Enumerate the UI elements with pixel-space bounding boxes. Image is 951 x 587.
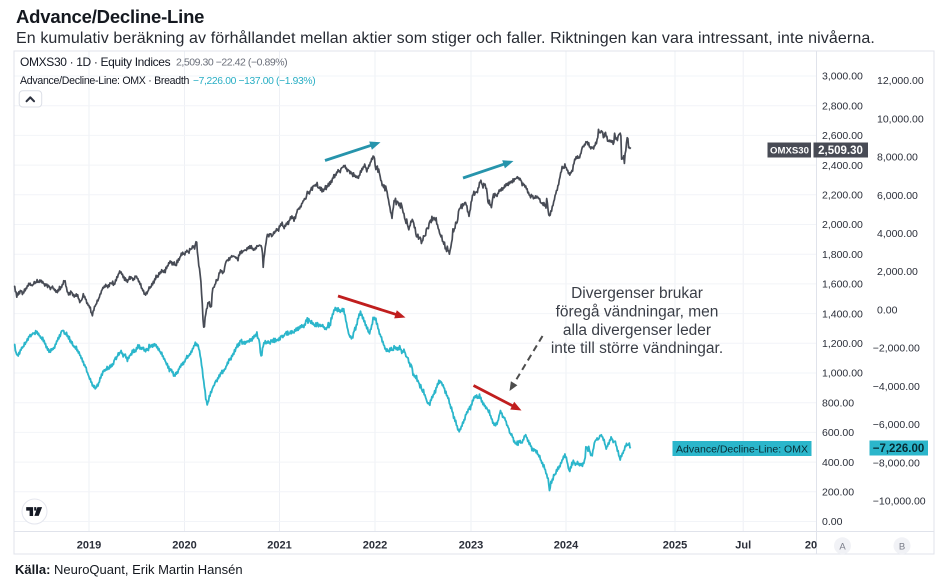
- svg-text:2,600.00: 2,600.00: [822, 130, 863, 142]
- svg-text:1,000.00: 1,000.00: [822, 368, 863, 380]
- svg-text:alla divergenser leder: alla divergenser leder: [563, 322, 711, 339]
- svg-text:200.00: 200.00: [822, 487, 854, 499]
- svg-text:Jul: Jul: [735, 540, 751, 552]
- svg-text:2024: 2024: [554, 540, 579, 552]
- svg-text:inte till större vändningar.: inte till större vändningar.: [551, 340, 723, 357]
- svg-text:2022: 2022: [363, 540, 387, 552]
- svg-text:2,509.30 −22.42 (−0.89%): 2,509.30 −22.42 (−0.89%): [176, 57, 287, 69]
- svg-text:−7,226.00: −7,226.00: [873, 443, 924, 455]
- svg-text:1,400.00: 1,400.00: [822, 308, 863, 320]
- svg-text:2,000.00: 2,000.00: [822, 219, 863, 231]
- svg-text:2,000.00: 2,000.00: [877, 266, 918, 278]
- svg-text:2021: 2021: [267, 540, 291, 552]
- svg-text:1,800.00: 1,800.00: [822, 249, 863, 261]
- svg-text:6,000.00: 6,000.00: [877, 190, 918, 202]
- svg-text:8,000.00: 8,000.00: [877, 152, 918, 164]
- svg-text:Divergenser brukar: Divergenser brukar: [571, 285, 703, 302]
- svg-text:2023: 2023: [459, 540, 483, 552]
- svg-text:1,600.00: 1,600.00: [822, 279, 863, 291]
- svg-text:10,000.00: 10,000.00: [877, 113, 924, 125]
- svg-text:A: A: [839, 541, 846, 552]
- svg-text:2019: 2019: [77, 540, 101, 552]
- svg-text:2,400.00: 2,400.00: [822, 160, 863, 172]
- svg-text:−2,000.00: −2,000.00: [873, 343, 920, 355]
- svg-text:2,800.00: 2,800.00: [822, 100, 863, 112]
- svg-text:föregå vändningar, men: föregå vändningar, men: [556, 304, 719, 321]
- svg-text:0.00: 0.00: [877, 305, 898, 317]
- svg-text:1,200.00: 1,200.00: [822, 338, 863, 350]
- svg-text:2,509.30: 2,509.30: [818, 145, 863, 157]
- svg-text:4,000.00: 4,000.00: [877, 228, 918, 240]
- svg-text:3,000.00: 3,000.00: [822, 71, 863, 83]
- svg-text:OMXS30: OMXS30: [770, 145, 809, 156]
- svg-text:2025: 2025: [663, 540, 687, 552]
- svg-text:Advance/Decline-Line: OMX · Br: Advance/Decline-Line: OMX · Breadth: [20, 75, 190, 87]
- svg-text:2,200.00: 2,200.00: [822, 190, 863, 202]
- svg-text:20: 20: [805, 540, 817, 552]
- svg-text:−10,000.00: −10,000.00: [873, 496, 926, 508]
- svg-text:Advance/Decline-Line: OMX: Advance/Decline-Line: OMX: [676, 444, 808, 456]
- svg-text:2020: 2020: [172, 540, 196, 552]
- svg-text:−8,000.00: −8,000.00: [873, 457, 920, 469]
- svg-text:400.00: 400.00: [822, 457, 854, 469]
- svg-text:−4,000.00: −4,000.00: [873, 381, 920, 393]
- svg-text:−6,000.00: −6,000.00: [873, 419, 920, 431]
- svg-text:12,000.00: 12,000.00: [877, 75, 924, 87]
- svg-text:600.00: 600.00: [822, 427, 854, 439]
- svg-text:0.00: 0.00: [822, 516, 843, 528]
- svg-text:800.00: 800.00: [822, 397, 854, 409]
- svg-text:−7,226.00 −137.00 (−1.93%): −7,226.00 −137.00 (−1.93%): [193, 76, 315, 87]
- svg-text:B: B: [899, 541, 905, 552]
- svg-text:OMXS30 · 1D · Equity Indices: OMXS30 · 1D · Equity Indices: [20, 55, 171, 69]
